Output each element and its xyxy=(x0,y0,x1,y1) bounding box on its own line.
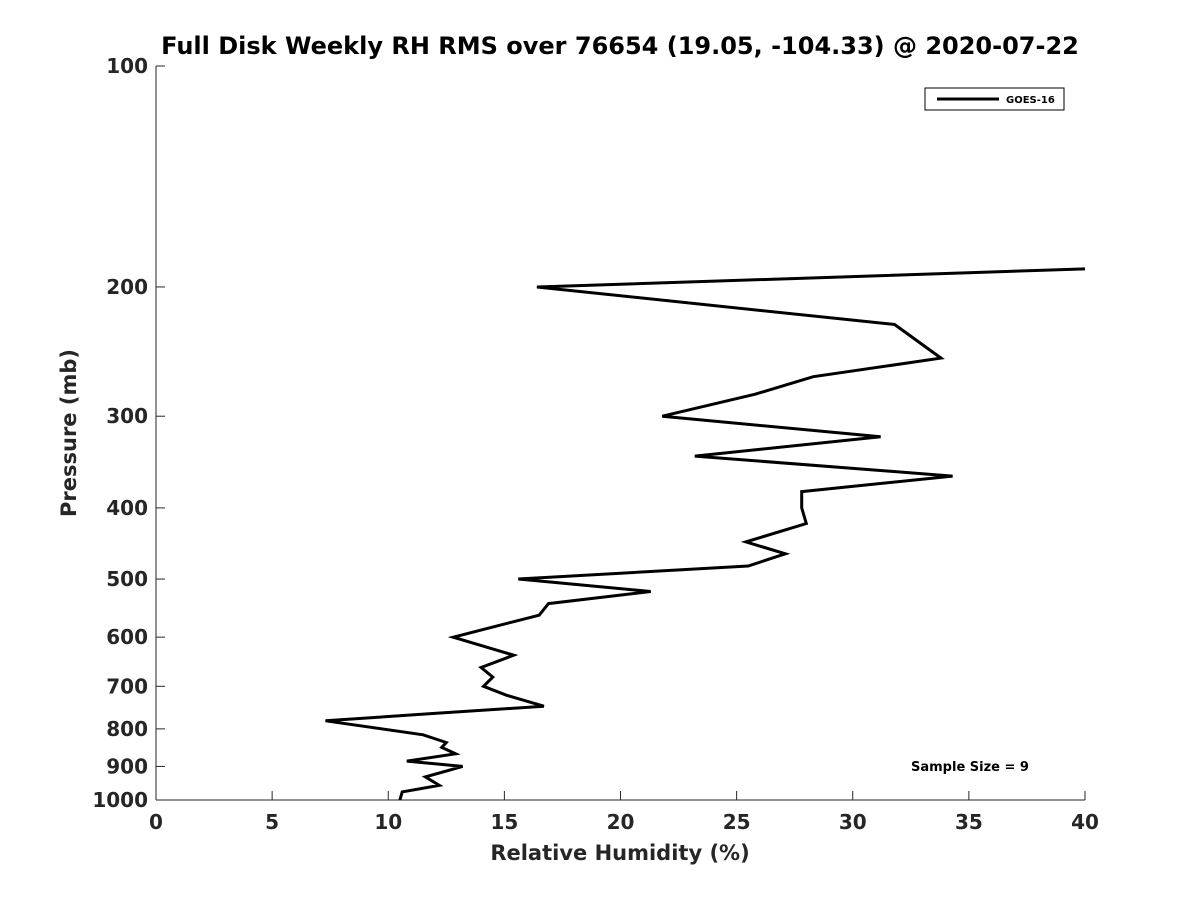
x-axis-ticks: 0 5 10 15 20 25 30 35 40 xyxy=(149,791,1099,834)
y-tick-label: 800 xyxy=(106,717,148,741)
x-tick-label: 15 xyxy=(490,810,518,834)
y-tick-label: 100 xyxy=(106,54,148,78)
y-tick-label: 500 xyxy=(106,567,148,591)
legend-label-goes-16: GOES-16 xyxy=(1006,95,1055,106)
series-layer xyxy=(325,267,1086,801)
chart-title: Full Disk Weekly RH RMS over 76654 (19.0… xyxy=(161,32,1079,60)
y-tick-label: 300 xyxy=(106,404,148,428)
legend: GOES-16 xyxy=(924,87,1065,111)
x-tick-label: 35 xyxy=(955,810,983,834)
x-tick-label: 5 xyxy=(265,810,279,834)
x-tick-label: 0 xyxy=(149,810,163,834)
x-tick-label: 30 xyxy=(839,810,867,834)
y-tick-label: 900 xyxy=(106,754,148,778)
y-tick-label: 1000 xyxy=(92,788,148,812)
y-tick-label: 400 xyxy=(106,496,148,520)
y-tick-label: 600 xyxy=(106,625,148,649)
plot-area xyxy=(155,66,1085,801)
x-tick-label: 20 xyxy=(607,810,635,834)
y-tick-label: 700 xyxy=(106,674,148,698)
sample-size-annotation: Sample Size = 9 xyxy=(911,760,1029,775)
x-axis-label: Relative Humidity (%) xyxy=(490,841,749,865)
y-tick-label: 200 xyxy=(106,275,148,299)
y-axis-ticks: 100 200 300 400 500 600 700 800 900 1000 xyxy=(92,54,165,812)
series-line-goes-16 xyxy=(325,267,1086,801)
x-tick-label: 25 xyxy=(723,810,751,834)
x-tick-label: 40 xyxy=(1071,810,1099,834)
y-axis-label: Pressure (mb) xyxy=(57,349,81,517)
x-tick-label: 10 xyxy=(374,810,402,834)
